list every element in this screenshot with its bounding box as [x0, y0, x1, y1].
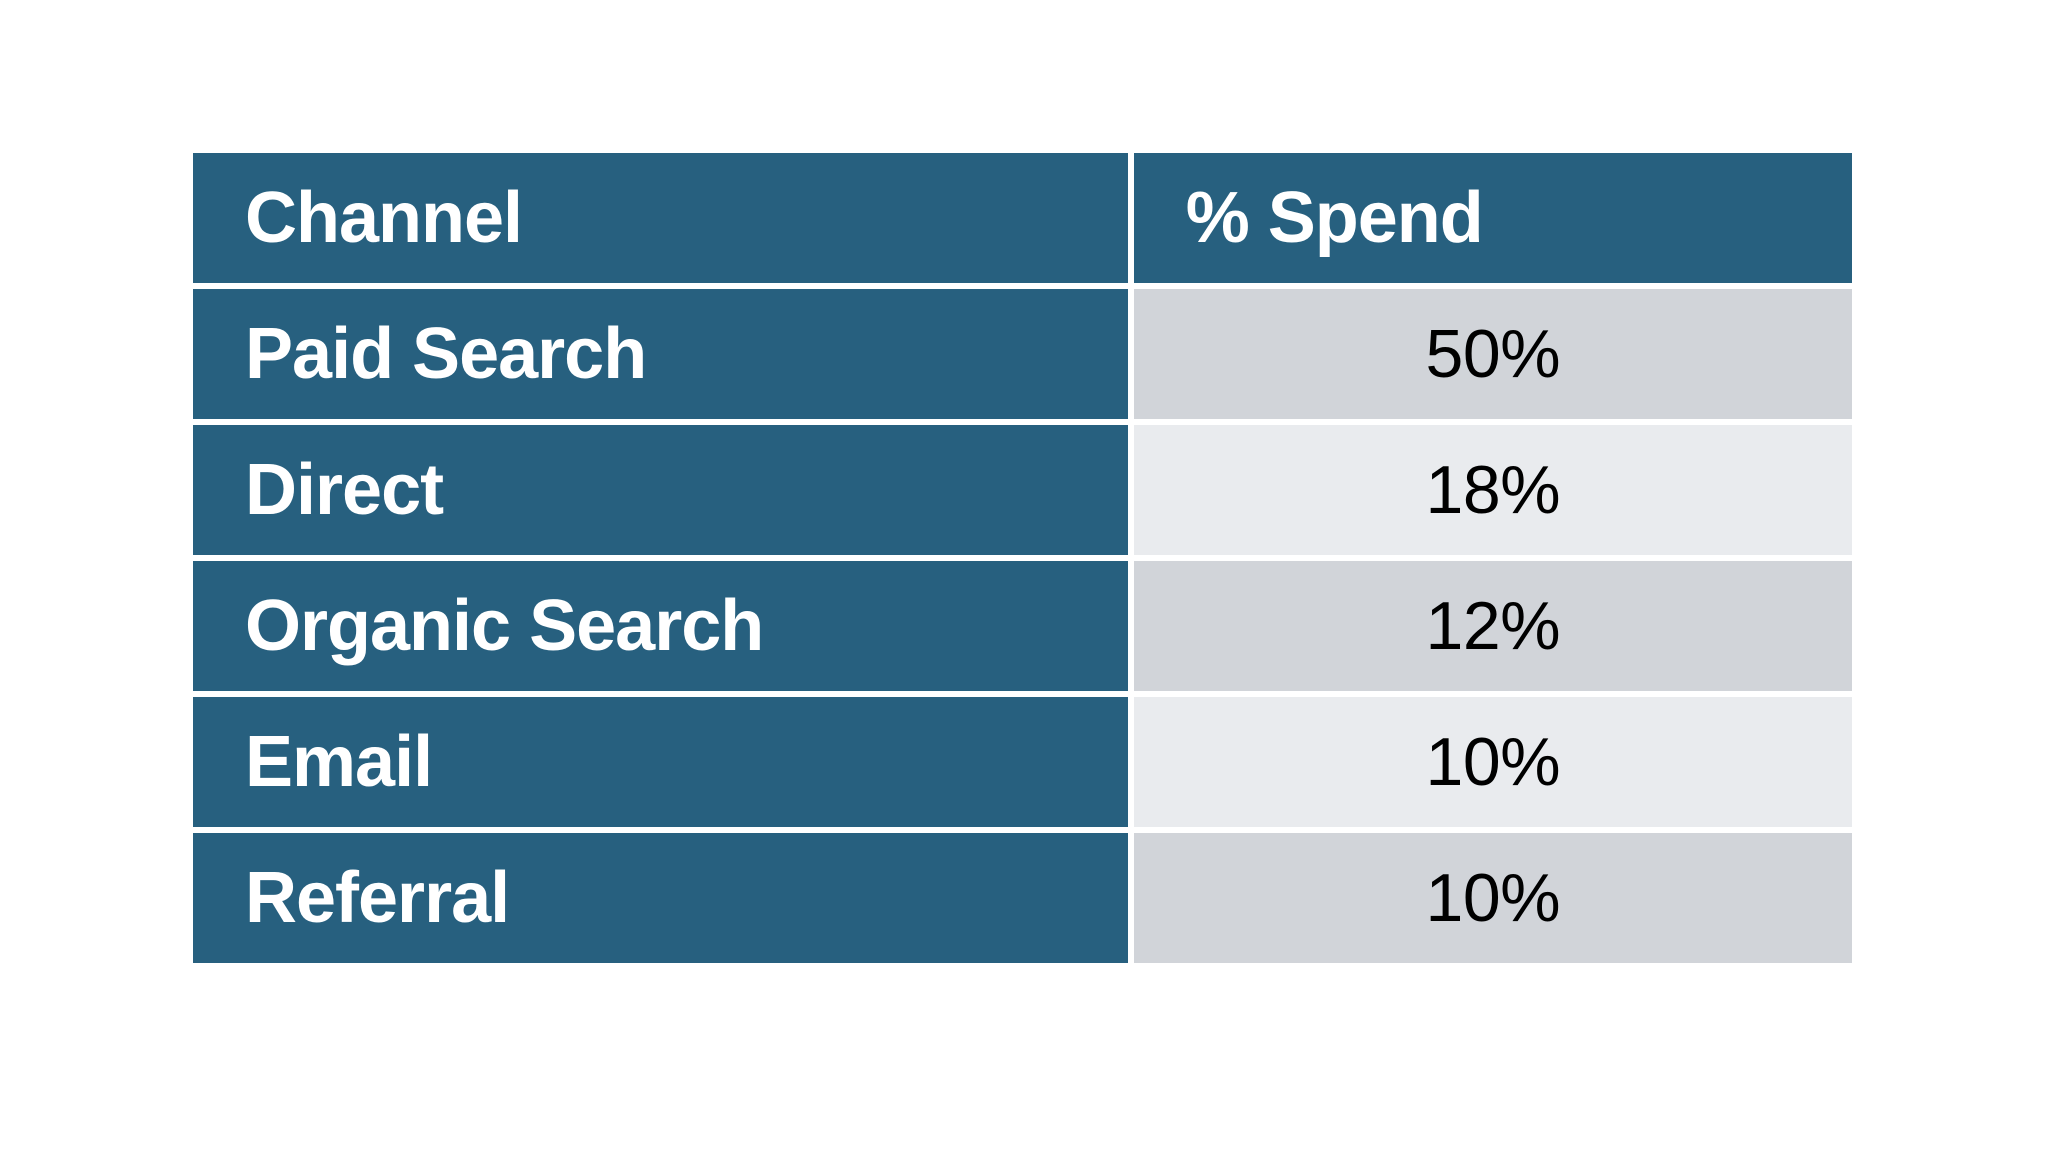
table-row: Direct 18%	[190, 422, 1855, 558]
table-row: Email 10%	[190, 694, 1855, 830]
channel-cell: Organic Search	[190, 558, 1131, 694]
spend-cell: 18%	[1131, 422, 1855, 558]
spend-cell: 50%	[1131, 286, 1855, 422]
channel-cell: Direct	[190, 422, 1131, 558]
spend-by-channel-table: Channel % Spend Paid Search 50% Direct 1…	[190, 150, 1855, 966]
table-row: Referral 10%	[190, 830, 1855, 966]
table-row: Organic Search 12%	[190, 558, 1855, 694]
channel-cell: Email	[190, 694, 1131, 830]
column-header-spend: % Spend	[1131, 150, 1855, 286]
channel-cell: Paid Search	[190, 286, 1131, 422]
data-table: Channel % Spend Paid Search 50% Direct 1…	[190, 150, 1855, 966]
channel-cell: Referral	[190, 830, 1131, 966]
table-header-row: Channel % Spend	[190, 150, 1855, 286]
column-header-channel: Channel	[190, 150, 1131, 286]
spend-cell: 10%	[1131, 694, 1855, 830]
table-row: Paid Search 50%	[190, 286, 1855, 422]
spend-cell: 10%	[1131, 830, 1855, 966]
spend-cell: 12%	[1131, 558, 1855, 694]
